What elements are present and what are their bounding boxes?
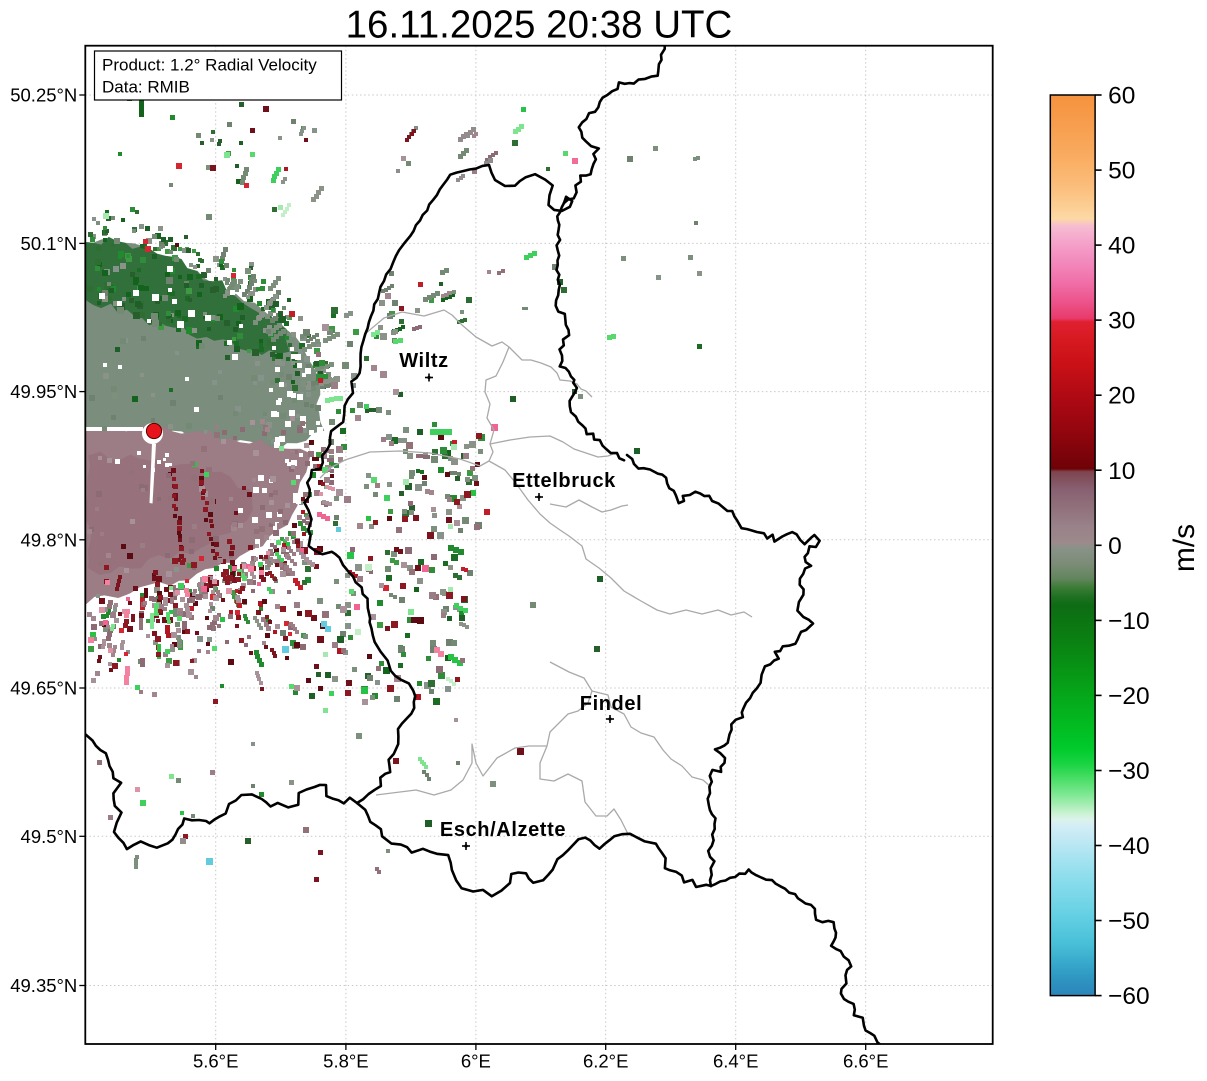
- svg-text:49.35°N: 49.35°N: [10, 975, 77, 996]
- svg-text:30: 30: [1108, 308, 1135, 335]
- svg-text:−60: −60: [1108, 983, 1150, 1010]
- svg-text:49.65°N: 49.65°N: [10, 678, 77, 699]
- svg-text:5.8°E: 5.8°E: [323, 1051, 368, 1072]
- svg-text:49.5°N: 49.5°N: [21, 826, 78, 847]
- svg-text:−20: −20: [1108, 683, 1150, 710]
- svg-text:10: 10: [1108, 458, 1135, 485]
- svg-text:0: 0: [1108, 533, 1122, 560]
- svg-text:6.2°E: 6.2°E: [583, 1051, 628, 1072]
- svg-text:49.95°N: 49.95°N: [10, 381, 77, 402]
- svg-text:m/s: m/s: [1168, 524, 1201, 572]
- svg-text:6.6°E: 6.6°E: [843, 1051, 888, 1072]
- svg-text:Wiltz: Wiltz: [399, 350, 448, 372]
- svg-text:60: 60: [1108, 83, 1135, 110]
- svg-text:6°E: 6°E: [461, 1051, 491, 1072]
- svg-text:−10: −10: [1108, 608, 1150, 635]
- svg-text:40: 40: [1108, 233, 1135, 260]
- svg-text:−40: −40: [1108, 833, 1150, 860]
- svg-text:Product: 1.2° Radial Velocity: Product: 1.2° Radial Velocity: [102, 56, 317, 75]
- svg-text:50: 50: [1108, 158, 1135, 185]
- svg-text:Data: RMIB: Data: RMIB: [102, 78, 190, 97]
- svg-text:20: 20: [1108, 383, 1135, 410]
- svg-text:50.1°N: 50.1°N: [21, 233, 78, 254]
- svg-text:Ettelbruck: Ettelbruck: [512, 470, 616, 492]
- svg-text:−30: −30: [1108, 758, 1150, 785]
- svg-text:−50: −50: [1108, 908, 1150, 935]
- svg-text:6.4°E: 6.4°E: [713, 1051, 758, 1072]
- svg-text:49.8°N: 49.8°N: [21, 529, 78, 550]
- svg-text:Findel: Findel: [580, 693, 643, 715]
- svg-text:5.6°E: 5.6°E: [193, 1051, 238, 1072]
- svg-text:Esch/Alzette: Esch/Alzette: [440, 819, 566, 841]
- svg-text:50.25°N: 50.25°N: [10, 85, 77, 106]
- svg-text:16.11.2025 20:38 UTC: 16.11.2025 20:38 UTC: [346, 4, 733, 47]
